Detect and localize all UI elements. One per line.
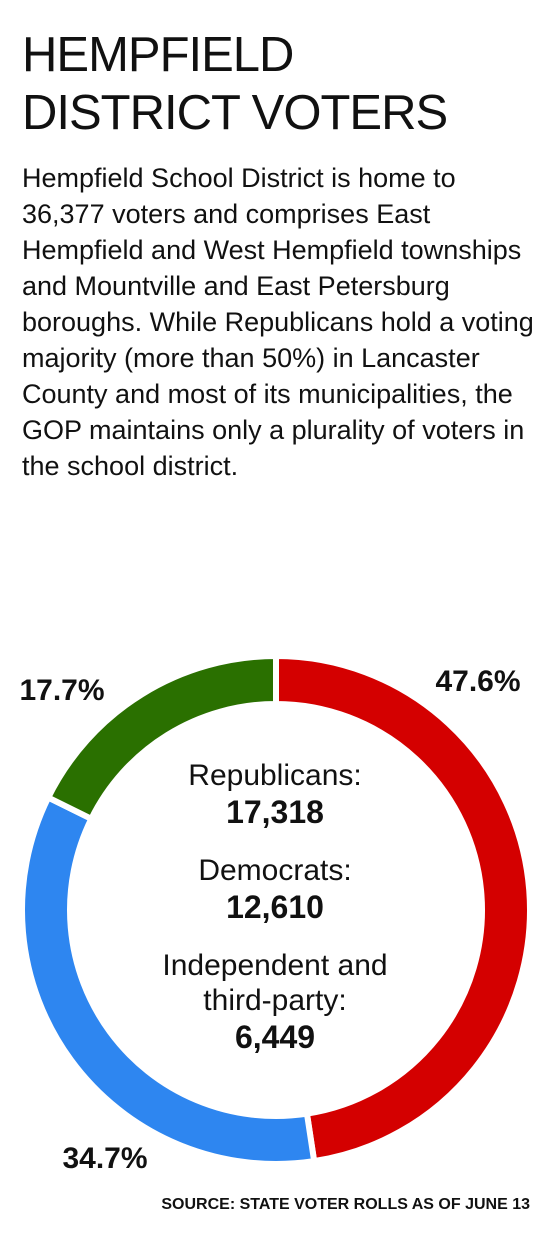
count-label: 12,610 [226,889,324,925]
chart-subtitle: Hempfield School District is home to 36,… [22,163,534,481]
center-labels: Republicans: 17,318 Democrats: 12,610 Indepe… [135,758,415,1078]
count-label: 6,449 [234,1019,316,1055]
category-label: Democrats: [198,854,352,887]
value-label: 47.6% [435,665,520,698]
value-label: 34.7% [62,1142,147,1175]
count-label: 17,318 [226,794,324,830]
donut-segment [44,652,279,823]
source-note: SOURCE: STATE VOTER ROLLS AS OF JUNE 13 [161,1196,530,1213]
category-label: Republicans: [188,759,362,792]
chart-title: HEMPFIELD DISTRICT VOTERS [22,28,448,140]
value-label: 17.7% [19,674,104,707]
donut-segment [273,652,533,1165]
category-label: Independent and third-party: [162,949,388,1017]
